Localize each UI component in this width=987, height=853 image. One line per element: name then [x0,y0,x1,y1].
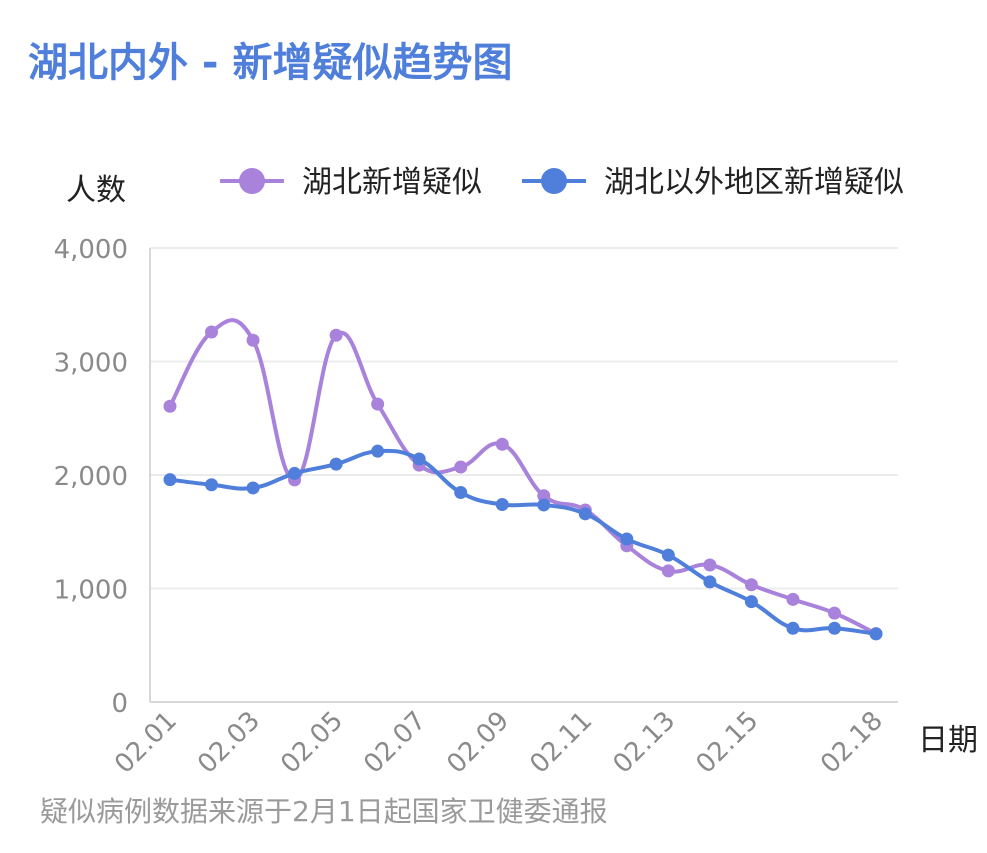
legend-item[interactable]: 湖北以外地区新增疑似 [522,165,904,200]
y-tick-label: 0 [111,689,128,719]
data-point[interactable] [412,452,426,466]
data-point[interactable] [329,457,343,471]
y-tick-labels: 0 1,000 2,000 3,000 4,000 [54,235,128,719]
footnote: 疑似病例数据来源于2月1日起国家卫健委通报 [40,795,608,828]
y-tick-label: 3,000 [54,349,128,379]
data-point[interactable] [163,399,177,413]
legend-item[interactable]: 湖北新增疑似 [220,165,482,200]
y-tick-label: 4,000 [54,235,128,265]
data-point[interactable] [703,558,717,572]
data-point[interactable] [205,478,219,492]
series-outside-hubei [163,444,883,641]
legend-marker [239,168,265,194]
data-point[interactable] [537,498,551,512]
data-point[interactable] [495,437,509,451]
data-point[interactable] [661,564,675,578]
data-point[interactable] [246,481,260,495]
data-point[interactable] [288,466,302,480]
data-point[interactable] [205,325,219,339]
x-tick-labels: 02.01 02.03 02.05 02.07 02.09 02.11 02.13 02.15… [109,706,889,780]
x-tick-label: 02.09 [441,706,515,780]
x-tick-label: 02.05 [275,706,349,780]
legend-label: 湖北新增疑似 [302,165,482,200]
series-hubei [163,318,883,641]
x-tick-label: 02.07 [358,706,432,780]
axes [149,248,898,703]
data-point[interactable] [703,575,717,589]
data-point[interactable] [661,548,675,562]
x-tick-label: 02.15 [691,706,765,780]
data-point[interactable] [371,397,385,411]
data-point[interactable] [246,333,260,347]
x-tick-label: 02.13 [607,706,681,780]
data-point[interactable] [371,444,385,458]
chart-title: 湖北内外 - 新增疑似趋势图 [28,40,513,86]
data-point[interactable] [329,328,343,342]
data-point[interactable] [454,485,468,499]
data-point[interactable] [163,473,177,487]
data-point[interactable] [537,489,551,503]
series [163,318,883,641]
x-tick-label: 02.18 [815,706,889,780]
x-tick-label: 02.03 [192,706,266,780]
data-point[interactable] [744,595,758,609]
data-point[interactable] [827,606,841,620]
legend-marker [541,168,567,194]
series-line [168,318,877,636]
data-point[interactable] [786,621,800,635]
legend[interactable]: 湖北新增疑似 湖北以外地区新增疑似 [220,165,904,200]
data-point[interactable] [869,627,883,641]
data-point[interactable] [786,592,800,606]
y-tick-label: 2,000 [54,462,128,492]
data-point[interactable] [578,507,592,521]
y-axis-label: 人数 [66,173,126,208]
legend-label: 湖北以外地区新增疑似 [604,165,904,200]
x-axis-label: 日期 [918,723,978,758]
data-point[interactable] [495,498,509,512]
data-point[interactable] [744,578,758,592]
series-line [169,448,877,636]
gridlines [150,247,898,590]
data-point[interactable] [620,532,634,546]
y-tick-label: 1,000 [54,576,128,606]
x-tick-label: 02.11 [524,706,598,780]
data-point[interactable] [827,621,841,635]
data-point[interactable] [454,460,468,474]
